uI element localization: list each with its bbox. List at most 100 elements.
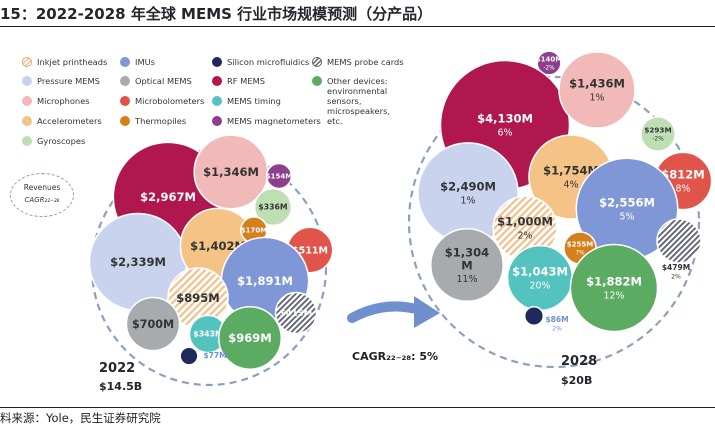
- legend-item-inkjet-printheads-label: Inkjet printheads: [37, 57, 108, 67]
- year-2022-silicon-microfluidics-bubble: [179, 346, 199, 366]
- year-2022-other-devices-bubble: [218, 306, 282, 370]
- year-2028-mems-probe-cards-bubble: [656, 218, 702, 264]
- year-2022-microphones-value-label: $1,346M: [203, 165, 259, 179]
- year-2028-boundary: [407, 75, 701, 369]
- year-2028-silicon-microfluidics-bubble: [523, 305, 545, 327]
- legend-item-silicon-microfluidics-label: Silicon microfluidics: [227, 57, 310, 67]
- figure-title: 15：2022-2028 年全球 MEMS 行业市场规模预测（分产品）: [0, 5, 433, 23]
- year-2028-microphones-cagr-label: 1%: [590, 93, 605, 104]
- legend-item-optical-mems-label: Optical MEMS: [135, 76, 192, 86]
- legend-item-pressure-mems: Pressure MEMS: [22, 76, 100, 86]
- legend-item-microbolometers-label: Microbolometers: [135, 96, 205, 106]
- growth-label: CAGR₂₂₋₂₈: 5%: [352, 350, 438, 363]
- legend-item-pressure-mems-swatch: [22, 76, 32, 86]
- year-2022-silicon-microfluidics-value-label: $77M: [203, 351, 226, 360]
- year-2028-mems-magnetometers-bubble: [536, 50, 562, 76]
- year-2028-mems-magnetometers-cagr-label: -2%: [543, 65, 555, 71]
- legend-item-gyroscopes-label: Gyroscopes: [37, 136, 86, 146]
- year-2028-gyroscopes-value-label: $293M: [644, 126, 671, 135]
- year-2022-gyroscopes-bubble: [253, 187, 293, 227]
- legend-item-mems-timing-swatch: [212, 96, 222, 106]
- legend-item-other-devices-swatch: [312, 76, 322, 86]
- top-divider: [0, 26, 715, 27]
- legend-item-rf-mems-label: RF MEMS: [227, 76, 266, 86]
- year-2028-mems-magnetometers-value-label: $140M: [536, 56, 562, 64]
- year-2022-label: 2022: [99, 361, 135, 376]
- year-2028-microphones-value-label: $1,436M: [569, 77, 625, 91]
- year-2028-silicon-microfluidics-cagr-label: 2%: [552, 325, 562, 332]
- legend-item-rf-mems: RF MEMS: [212, 76, 265, 86]
- year-2028-microphones-bubble: [558, 51, 636, 129]
- legend-item-microphones: Microphones: [22, 96, 90, 106]
- legend-item-mems-timing: MEMS timing: [212, 96, 281, 106]
- year-2028-mems-timing-value-label: $1,043M: [512, 265, 568, 279]
- legend-item-mems-magnetometers-swatch: [212, 116, 222, 126]
- legend-item-imus-swatch: [120, 57, 130, 67]
- year-2028-rf-mems-cagr-label: 6%: [498, 128, 513, 139]
- legend-item-thermopiles-label: Thermopiles: [135, 116, 187, 126]
- year-2022-other-devices-value-label: $969M: [228, 331, 271, 345]
- legend-item-other-devices-label: Other devices: environmental sensors, mi…: [327, 76, 391, 126]
- revenue-key-label: Revenues: [23, 183, 61, 192]
- year-2028-pressure-mems-cagr-label: 1%: [461, 196, 476, 207]
- bottom-divider: [0, 407, 715, 408]
- year-2022-inkjet-printheads-value-label: $895M: [176, 291, 219, 305]
- year-2028-gyroscopes-cagr-label: -2%: [652, 137, 664, 143]
- revenue-key-cagr-label: CAGR₂₂₋₂₈: [24, 196, 60, 204]
- legend-item-accelerometers: Accelerometers: [22, 116, 102, 126]
- year-2022-rf-mems-value-label: $2,967M: [140, 190, 196, 204]
- year-2022-microbolometers-value-label: $511M: [292, 245, 328, 256]
- year-2028-pressure-mems-value-label: $2,490M: [440, 180, 496, 194]
- year-2022-accelerometers-value-label: $1,402M: [190, 239, 246, 253]
- year-2028-imus-cagr-label: 5%: [620, 212, 635, 223]
- year-2028-accelerometers-cagr-label: 4%: [564, 180, 579, 191]
- year-2028-inkjet-printheads-cagr-label: 2%: [518, 231, 533, 242]
- legend-item-accelerometers-label: Accelerometers: [37, 116, 102, 126]
- legend-item-microphones-swatch: [22, 96, 32, 106]
- year-2028-accelerometers-value-label: $1,754M: [543, 164, 599, 178]
- legend-item-mems-probe-cards: MEMS probe cards: [312, 57, 404, 67]
- legend-item-optical-mems: Optical MEMS: [120, 76, 192, 86]
- legend-item-microphones-label: Microphones: [37, 96, 90, 106]
- legend-item-rf-mems-swatch: [212, 76, 222, 86]
- legend-item-optical-mems-swatch: [120, 76, 130, 86]
- legend-item-gyroscopes: Gyroscopes: [22, 136, 85, 146]
- legend-item-mems-magnetometers-label: MEMS magnetometers: [227, 116, 321, 126]
- year-2028-other-devices-bubble: [569, 243, 659, 333]
- year-2022-total-label: $14.5B: [99, 380, 142, 393]
- legend-item-accelerometers-swatch: [22, 116, 32, 126]
- year-2028-optical-mems-bubble: [430, 228, 504, 302]
- year-2022-thermopiles-value-label: $170M: [241, 226, 267, 234]
- legend-item-silicon-microfluidics-swatch: [212, 57, 222, 67]
- year-2028-mems-timing-cagr-label: 20%: [530, 281, 551, 292]
- year-2022-mems-probe-cards-bubble: [274, 291, 318, 335]
- legend-item-mems-timing-label: MEMS timing: [227, 96, 281, 106]
- year-2028-microbolometers-cagr-label: 8%: [676, 184, 691, 195]
- legend-item-inkjet-printheads: Inkjet printheads: [22, 57, 107, 67]
- legend-item-pressure-mems-label: Pressure MEMS: [37, 76, 100, 86]
- year-2022-optical-mems-bubble: [125, 296, 181, 352]
- legend-item-microbolometers-swatch: [120, 96, 130, 106]
- year-2028-other-devices-value-label: $1,882M: [586, 275, 642, 289]
- legend-item-inkjet-printheads-swatch: [22, 57, 32, 67]
- year-2028-optical-mems-cagr-label: 11%: [457, 274, 478, 285]
- year-2028-microbolometers-value-label: $812M: [661, 168, 704, 182]
- year-2022-mems-timing-value-label: $343M: [193, 330, 223, 339]
- year-2028-label: 2028: [561, 354, 597, 369]
- growth-arrow-head: [414, 296, 440, 328]
- legend-item-gyroscopes-swatch: [22, 136, 32, 146]
- year-2028-thermopiles-value-label: $255M: [567, 241, 593, 249]
- year-2022-mems-magnetometers-value-label: $154M: [266, 172, 292, 180]
- year-2028-optical-mems-value-label: $1,304: [445, 245, 489, 259]
- year-2022-mems-probe-cards-value-label: $415M: [280, 309, 312, 319]
- year-2022-optical-mems-value-label: $700M: [132, 318, 174, 331]
- year-2028-mems-probe-cards-cagr-label: 2%: [671, 273, 681, 280]
- year-2028-inkjet-printheads-value-label: $1,000M: [497, 215, 553, 229]
- year-2028-gyroscopes-bubble: [640, 116, 676, 152]
- legend-item-microbolometers: Microbolometers: [120, 96, 204, 106]
- year-2028-imus-value-label: $2,556M: [599, 196, 655, 210]
- year-2022-imus-value-label: $1,891M: [237, 274, 293, 288]
- year-2022-boundary: [90, 149, 328, 387]
- legend-item-imus-label: IMUs: [135, 57, 156, 67]
